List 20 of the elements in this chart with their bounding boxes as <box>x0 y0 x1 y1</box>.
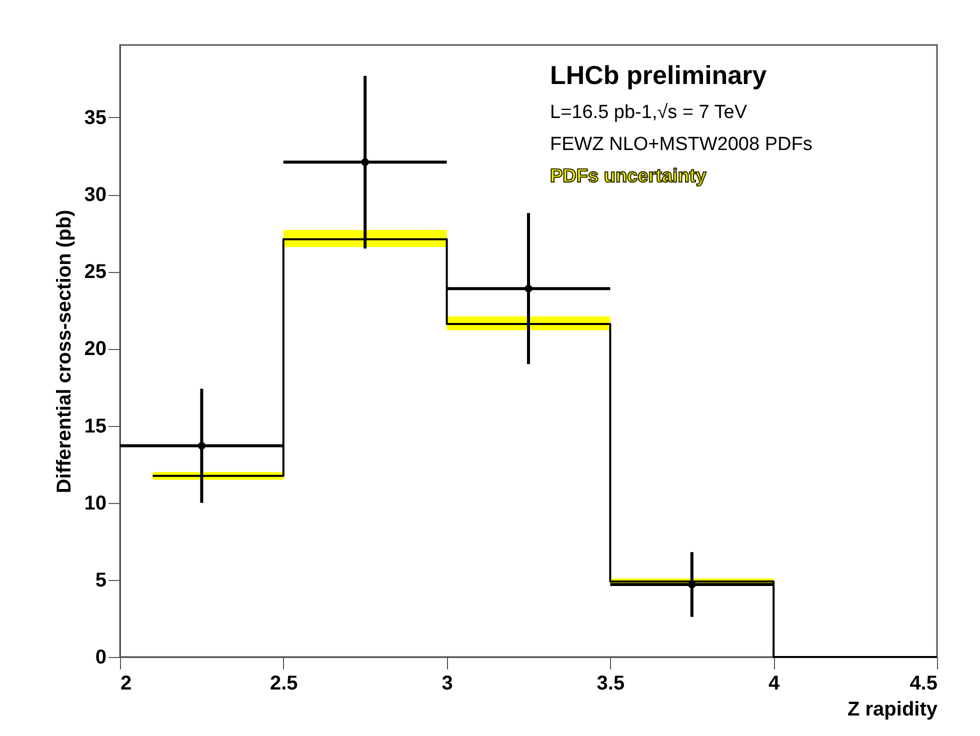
y-tick-label: 10 <box>84 492 106 514</box>
y-tick-label: 5 <box>95 569 106 592</box>
x-tick-label: 2 <box>120 672 132 694</box>
y-tick-label: 0 <box>95 646 106 668</box>
annotation: L=16.5 pb-1,√s = 7 TeV <box>550 102 748 123</box>
y-axis-title: Differential cross-section (pb) <box>53 210 76 494</box>
x-tick-label: 4 <box>768 672 781 694</box>
y-tick-label: 30 <box>84 184 106 206</box>
x-tick-label: 3.5 <box>596 672 625 694</box>
y-tick-label: 20 <box>84 338 106 360</box>
y-tick-label: 15 <box>84 415 106 438</box>
x-tick-label: 4.5 <box>910 672 938 694</box>
x-tick-label: 3 <box>442 672 453 694</box>
x-axis-title: Z rapidity <box>847 698 938 720</box>
text: PDFs uncertainty <box>550 166 707 187</box>
y-tick-label: 25 <box>84 261 106 284</box>
annotation: FEWZ NLO+MSTW2008 PDFs <box>550 134 812 155</box>
y-tick-label: 35 <box>84 106 106 129</box>
annotation: LHCb preliminary <box>550 60 768 90</box>
x-tick-label: 2.5 <box>270 672 298 694</box>
